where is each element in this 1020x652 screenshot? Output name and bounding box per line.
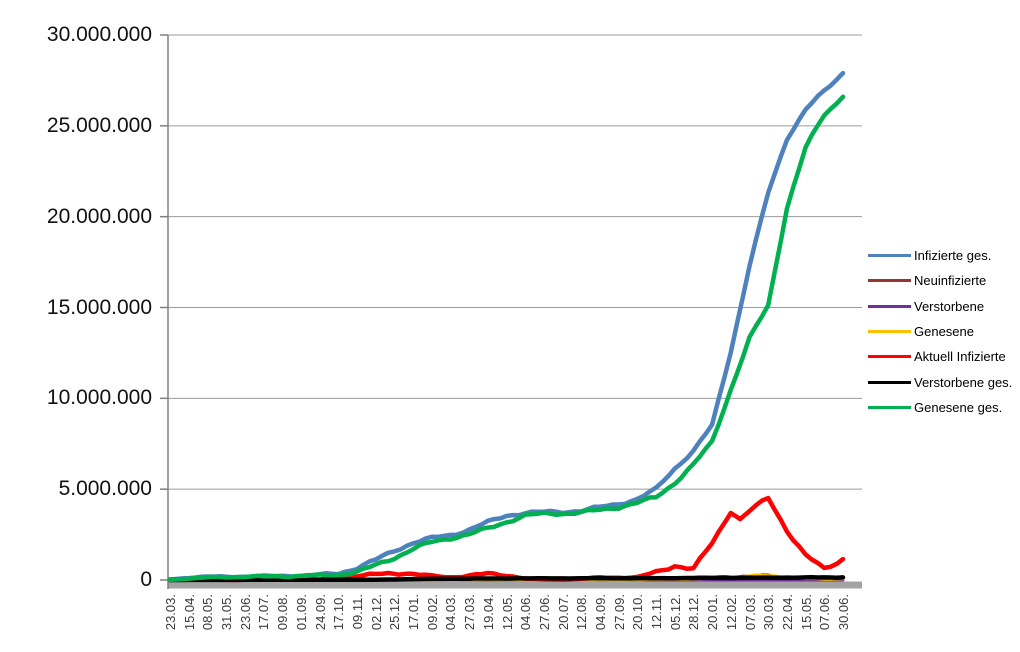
x-axis-label: 09.08. (275, 594, 291, 631)
x-axis-label: 01.09. (293, 594, 309, 631)
legend-swatch-infizierte-ges (868, 254, 911, 257)
legend-label: Genesene ges. (914, 399, 1003, 415)
y-axis-label: 25.000.000 (46, 113, 152, 137)
legend-swatch-genesene (868, 329, 911, 333)
x-axis-band (168, 581, 862, 589)
x-axis-label: 30.06. (836, 594, 851, 631)
x-axis-label: 20.07. (555, 594, 571, 631)
legend-label: Verstorbene (914, 298, 985, 314)
y-axis-label: 5.000.000 (58, 477, 152, 501)
x-axis-label: 22.04. (779, 594, 795, 631)
legend-label: Verstorbene ges. (914, 374, 1013, 390)
legend-swatch-neuinfizierte (868, 279, 911, 283)
x-axis-label: 17.10. (331, 594, 347, 631)
legend-swatch-verstorbene (868, 304, 911, 308)
legend-label: Neuinfizierte (914, 273, 987, 289)
legend-item-verstorbene: Verstorbene (868, 294, 984, 319)
x-axis-label: 17.01. (406, 594, 422, 631)
x-axis-label: 08.05. (200, 594, 216, 631)
legend-item-verstorbene-ges: Verstorbene ges. (868, 370, 1012, 395)
y-axis-label: 20.000.000 (46, 204, 152, 228)
legend-swatch-verstorbene-ges (868, 380, 911, 384)
x-axis-label: 15.05. (798, 594, 814, 631)
legend-item-infizierte-ges: Infizierte ges. (868, 243, 991, 268)
y-axis-label: 15.000.000 (46, 295, 152, 319)
x-axis-label: 09.11. (349, 594, 365, 630)
legend-label: Genesene (914, 323, 974, 339)
x-axis-label: 30.03. (761, 594, 777, 631)
x-axis-label: 04.03. (443, 594, 459, 631)
x-axis-label: 07.03. (742, 594, 758, 631)
x-axis-label: 04.06. (518, 594, 534, 631)
x-axis-label: 27.03. (462, 594, 478, 631)
legend-label: Aktuell Infizierte (914, 349, 1006, 365)
x-axis-label: 20.10. (630, 594, 646, 631)
x-axis-label: 12.11. (649, 594, 665, 630)
x-axis-label: 25.12. (387, 594, 403, 631)
x-axis-label: 24.09. (312, 594, 328, 631)
x-axis-label: 19.04. (480, 594, 496, 631)
legend-item-neuinfizierte: Neuinfizierte (868, 268, 986, 293)
x-axis-label: 12.08. (574, 594, 590, 631)
x-axis-label: 04.09. (592, 594, 608, 631)
x-axis-label: 31.05. (219, 594, 235, 631)
legend-item-aktuell-infizierte: Aktuell Infizierte (868, 344, 1006, 369)
x-axis-label: 17.07. (256, 594, 272, 631)
y-axis-label: 30.000.000 (46, 23, 152, 46)
series-line-genesene-ges (167, 94, 846, 583)
x-axis-label: 02.12. (368, 594, 384, 631)
x-axis-label: 09.02. (424, 594, 440, 631)
x-axis-label: 07.06. (817, 594, 833, 631)
x-axis-label: 28.12. (686, 594, 702, 631)
legend-swatch-genesene-ges (868, 405, 911, 409)
x-axis-label: 20.01. (705, 594, 721, 631)
series-line-verstorbene-ges (167, 575, 846, 583)
legend-item-genesene: Genesene (868, 319, 974, 344)
x-axis-label: 12.05. (499, 594, 515, 631)
x-axis-label: 23.06. (237, 594, 253, 631)
y-axis-label: 10.000.000 (46, 386, 152, 410)
series-line-aktuell-infizierte (167, 495, 846, 583)
x-axis-label: 15.04. (181, 594, 197, 631)
x-axis-label: 27.09. (611, 594, 627, 631)
x-axis-label: 12.02. (723, 594, 739, 631)
x-axis-label: 27.06. (536, 594, 552, 631)
x-axis-label: 05.12. (667, 594, 683, 631)
series-line-infizierte-ges (167, 70, 846, 582)
legend-label: Infizierte ges. (914, 248, 992, 263)
y-axis-label: 0 (140, 568, 152, 591)
legend-item-genesene-ges: Genesene ges. (868, 395, 1002, 420)
legend-swatch-aktuell-infizierte (868, 355, 911, 359)
x-axis-label: 23.03. (163, 594, 178, 631)
